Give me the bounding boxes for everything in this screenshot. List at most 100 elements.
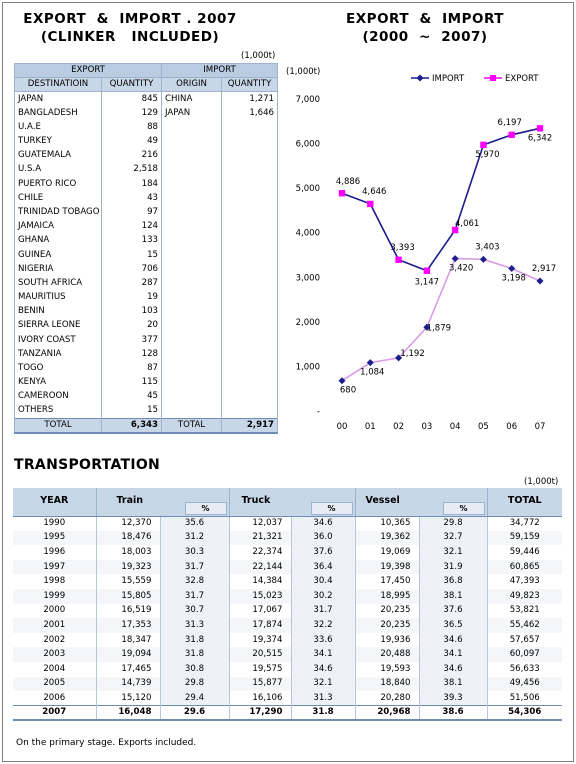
transport-row: 2000 16,519 30.7 17,067 31.7 20,235 37.6 53,821	[13, 603, 562, 619]
cell-truck: 12,037	[228, 516, 291, 531]
import-country	[161, 318, 223, 334]
import-country: JAPAN	[161, 106, 223, 121]
import-quantity	[221, 262, 279, 277]
cell-truck-pct: 34.6	[290, 661, 355, 677]
trade-row: GUINEA 15	[14, 247, 279, 263]
export-quantity: 216	[100, 148, 163, 163]
col-truck: Truck%	[228, 488, 355, 517]
cell-truck: 15,877	[228, 676, 291, 692]
import-country	[161, 219, 223, 234]
cell-train-pct: 31.7	[159, 559, 229, 575]
cell-train-pct: 29.6	[159, 705, 229, 722]
cell-vessel-pct: 29.8	[418, 516, 487, 531]
cell-vessel: 20,968	[354, 705, 419, 722]
export-quantity: 87	[100, 361, 163, 376]
import-quantity	[221, 162, 279, 177]
transport-table: YEAR Train% Truck% Vessel% TOTAL 1990 12,…	[13, 488, 562, 722]
trade-row: BENIN 103	[14, 304, 279, 319]
data-label-export: 6,197	[498, 118, 522, 128]
export-country: BANGLADESH	[14, 106, 102, 121]
import-country	[161, 247, 223, 263]
cell-vessel: 20,488	[354, 647, 419, 662]
import-quantity	[221, 375, 279, 390]
cell-truck-pct: 30.2	[290, 588, 355, 604]
cell-total: 60,097	[486, 647, 562, 662]
trade-table: EXPORT IMPORT DESTINATIOIN QUANTITY ORIG…	[13, 62, 279, 434]
trade-row: TURKEY 49	[14, 134, 279, 149]
x-tick-label: 01	[365, 422, 376, 432]
cell-vessel-pct: 36.8	[418, 574, 487, 589]
import-export-line-chart: - 1,000 2,000 3,000 4,000 5,000 6,000 7,000 00 01…	[296, 74, 557, 432]
trade-row: GUATEMALA 216	[14, 148, 279, 163]
cell-truck: 17,290	[228, 705, 291, 722]
import-country	[161, 262, 223, 277]
transport-row: 2002 18,347 31.8 19,374 33.6 19,936 34.6 57,657	[13, 632, 562, 648]
import-country	[161, 361, 223, 376]
export-quantity: 19	[100, 290, 163, 305]
import-country	[161, 191, 223, 206]
import-country	[161, 290, 223, 305]
export-quantity: 287	[100, 276, 163, 291]
x-tick-label: 05	[478, 422, 489, 432]
export-quantity: 15	[100, 247, 163, 263]
export-quantity: 45	[100, 389, 163, 404]
import-quantity	[221, 333, 279, 348]
export-country: TRINIDAD TOBAGO	[14, 205, 102, 220]
cell-vessel: 19,362	[354, 530, 419, 546]
transport-row: 2003 19,094 31.8 20,515 34.1 20,488 34.1 60,097	[13, 647, 562, 662]
cell-vessel: 19,398	[354, 559, 419, 575]
import-quantity	[221, 233, 279, 248]
data-label-import: 1,084	[360, 368, 384, 378]
data-label-import: 2,917	[532, 264, 556, 274]
import-quantity	[221, 404, 279, 419]
transport-row: 2007 16,048 29.6 17,290 31.8 20,968 38.6 54,306	[13, 705, 562, 722]
export-country: BENIN	[14, 304, 102, 319]
legend-marker-export	[490, 75, 496, 81]
import-quantity	[221, 177, 279, 192]
import-quantity	[221, 205, 279, 220]
cell-train: 16,048	[95, 705, 160, 722]
cell-train-pct: 30.3	[159, 545, 229, 560]
chart-title-line2: (2000 ~ 2007)	[362, 29, 488, 45]
data-label-export: 4,061	[455, 219, 479, 229]
import-country	[161, 404, 223, 419]
cell-vessel: 18,840	[354, 676, 419, 692]
cell-truck-pct: 32.2	[290, 618, 355, 633]
cell-vessel-pct: 34.1	[418, 647, 487, 662]
import-country	[161, 347, 223, 362]
cell-vessel-pct: 34.6	[418, 661, 487, 677]
chart-title-line1: EXPORT & IMPORT	[346, 11, 504, 27]
export-country: OTHERS	[14, 404, 102, 419]
x-tick-label: 02	[393, 422, 404, 432]
trade-row: MAURITIUS 19	[14, 290, 279, 305]
cell-truck-pct: 34.1	[290, 647, 355, 662]
point-export	[536, 125, 544, 132]
trade-row: CHILE 43	[14, 191, 279, 206]
export-total: 6,343	[100, 417, 163, 434]
import-country	[161, 333, 223, 348]
export-quantity: 129	[100, 106, 163, 121]
export-quantity: 20	[100, 318, 163, 334]
transportation-title: TRANSPORTATION	[14, 457, 161, 473]
cell-vessel: 20,280	[354, 691, 419, 706]
cell-vessel: 10,365	[354, 516, 419, 531]
export-country: GUINEA	[14, 247, 102, 263]
cell-vessel: 19,936	[354, 632, 419, 648]
transport-row: 2001 17,353 31.3 17,874 32.2 20,235 36.5 55,462	[13, 618, 562, 633]
y-tick-label: -	[317, 407, 320, 417]
cell-vessel: 18,995	[354, 588, 419, 604]
trade-row: PUERTO RICO 184	[14, 177, 279, 192]
trade-row: TOGO 87	[14, 361, 279, 376]
cell-year: 1995	[13, 530, 96, 546]
cell-train: 17,353	[95, 618, 160, 633]
cell-train-pct: 30.8	[159, 661, 229, 677]
point-export	[367, 200, 374, 208]
legend-label-export: EXPORT	[505, 74, 539, 84]
point-import	[508, 264, 516, 272]
col-vessel: Vessel%	[354, 488, 487, 517]
col-train: Train%	[95, 488, 229, 517]
import-quantity	[221, 276, 279, 291]
transport-row: 1997 19,323 31.7 22,144 36.4 19,398 31.9 60,865	[13, 559, 562, 575]
cell-train: 17,465	[95, 661, 160, 677]
data-label-import: 3,403	[475, 242, 499, 252]
